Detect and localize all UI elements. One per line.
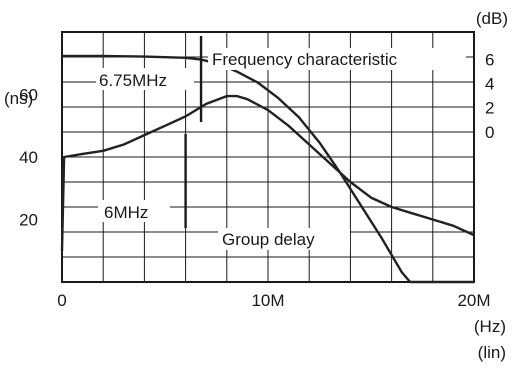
left-tick-labels: 20 40 60 [19,86,38,230]
right-axis-unit: (dB) [476,9,508,28]
x-tick-label: 0 [57,291,66,310]
marker-6-75mhz-label-bg [96,68,194,90]
frequency-characteristic-label-bg [208,48,466,70]
group-delay-label-bg [218,228,350,250]
left-tick-label: 20 [19,211,38,230]
marker-6mhz-label-bg [98,200,170,222]
x-tick-labels: 0 10M 20M [57,291,490,310]
series-layer [60,54,475,284]
marker-layer: 6.75MHz 6MHz [96,36,203,228]
frequency-characteristic-line [62,54,474,284]
x-axis-scale-note: (lin) [478,343,506,362]
x-axis-unit: (Hz) [474,317,506,336]
left-axis-unit: (ns) [4,89,33,108]
plot-grid [62,32,474,282]
left-tick-label: 40 [19,148,38,167]
marker-6mhz-label: 6MHz [104,203,148,222]
right-tick-label: 6 [485,51,494,70]
right-tick-label: 2 [485,99,494,118]
right-tick-labels: 6 4 2 0 [485,51,494,142]
marker-6-75mhz-label: 6.75MHz [99,71,167,90]
left-tick-label: 60 [19,86,38,105]
group-delay-line [60,94,475,251]
right-tick-label: 4 [485,75,494,94]
frequency-characteristic-label: Frequency characteristic [212,50,398,69]
x-tick-label: 10M [251,291,284,310]
right-tick-label: 0 [485,123,494,142]
plot-frame [61,31,475,283]
group-delay-label: Group delay [222,230,315,249]
x-tick-label: 20M [457,291,490,310]
series-labels: Frequency characteristic Group delay [208,48,466,250]
